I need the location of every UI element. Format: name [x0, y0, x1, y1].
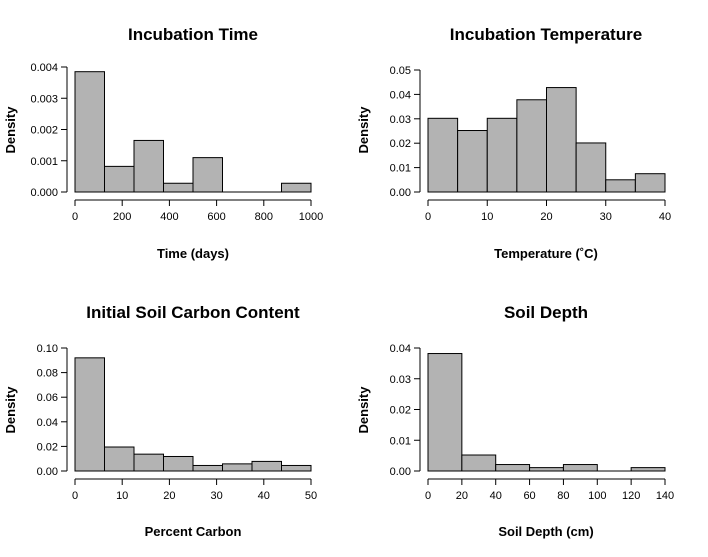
- x-tick-label: 20: [163, 490, 175, 502]
- y-tick-label: 0.00: [390, 187, 411, 199]
- panel-title: Soil Depth: [504, 303, 588, 322]
- histogram-bar: [251, 460, 282, 472]
- x-tick-label: 0: [72, 490, 78, 502]
- x-tick-label: 30: [210, 490, 222, 502]
- x-tick-label: 10: [116, 490, 128, 502]
- y-axis-label: Density: [356, 386, 371, 434]
- x-axis-label: Soil Depth (cm): [498, 524, 593, 539]
- histogram-bar: [461, 454, 497, 472]
- x-axis-label: Temperature (˚C): [494, 246, 598, 261]
- y-tick-label: 0.00: [37, 466, 58, 478]
- y-tick-label: 0.03: [390, 374, 411, 386]
- histogram-bar: [133, 139, 164, 193]
- y-tick-label: 0.000: [30, 187, 58, 199]
- y-tick-label: 0.04: [37, 417, 58, 429]
- histogram-bar: [630, 467, 666, 472]
- histogram-bar: [427, 353, 463, 472]
- y-tick-label: 0.06: [37, 392, 58, 404]
- histogram-bar: [516, 99, 547, 193]
- histogram-bar: [104, 165, 135, 193]
- x-axis-label: Percent Carbon: [145, 524, 242, 539]
- histogram-bar: [163, 455, 194, 472]
- y-axis-label: Density: [3, 106, 18, 154]
- histogram-bar: [427, 117, 459, 193]
- x-tick-label: 600: [207, 211, 225, 223]
- histogram-bar: [457, 130, 488, 193]
- panel-title: Incubation Time: [128, 25, 258, 44]
- x-tick-label: 40: [659, 211, 671, 223]
- y-tick-label: 0.01: [390, 163, 411, 175]
- x-tick-label: 100: [588, 490, 606, 502]
- histogram-bar: [163, 182, 194, 193]
- x-tick-label: 0: [425, 211, 431, 223]
- y-tick-label: 0.08: [37, 368, 58, 380]
- x-tick-label: 40: [258, 490, 270, 502]
- y-tick-label: 0.05: [390, 65, 411, 77]
- panel-title: Incubation Temperature: [450, 25, 642, 44]
- y-axis-label: Density: [3, 386, 18, 434]
- y-tick-label: 0.002: [30, 125, 58, 137]
- x-tick-label: 1000: [299, 211, 323, 223]
- histogram-bar: [575, 142, 607, 193]
- histogram-bar: [562, 464, 598, 472]
- y-axis-label: Density: [356, 106, 371, 154]
- x-tick-label: 60: [523, 490, 535, 502]
- x-tick-label: 140: [656, 490, 674, 502]
- histogram-bar: [486, 117, 518, 193]
- x-tick-label: 0: [72, 211, 78, 223]
- y-tick-label: 0.01: [390, 435, 411, 447]
- y-tick-label: 0.04: [390, 343, 411, 355]
- panel-incubation-time: Incubation Time Time (days) Density 0 200…: [3, 25, 323, 261]
- x-tick-label: 20: [540, 211, 552, 223]
- panel-initial-soil-carbon: Initial Soil Carbon Content Percent Carb…: [3, 303, 317, 539]
- histogram-bar: [281, 182, 312, 193]
- x-tick-label: 50: [305, 490, 317, 502]
- x-tick-label: 120: [622, 490, 640, 502]
- x-tick-label: 40: [490, 490, 502, 502]
- y-tick-label: 0.00: [390, 466, 411, 478]
- x-axis-label: Time (days): [157, 246, 229, 261]
- histogram-bar: [74, 357, 105, 472]
- panel-soil-depth: Soil Depth Soil Depth (cm) Density 0 20 40…: [356, 303, 674, 539]
- y-tick-label: 0.02: [37, 441, 58, 453]
- x-tick-label: 10: [481, 211, 493, 223]
- histogram-bar: [281, 464, 312, 472]
- x-tick-label: 30: [600, 211, 612, 223]
- y-tick-label: 0.02: [390, 138, 411, 150]
- y-tick-label: 0.04: [390, 89, 411, 101]
- histogram-bar: [192, 464, 223, 472]
- histogram-bar: [495, 464, 531, 472]
- histogram-bar: [104, 446, 135, 472]
- x-tick-label: 800: [255, 211, 273, 223]
- y-tick-label: 0.004: [30, 62, 58, 74]
- histogram-bar: [546, 87, 577, 193]
- y-tick-label: 0.003: [30, 93, 58, 105]
- x-tick-label: 0: [425, 490, 431, 502]
- histogram-bar: [74, 71, 105, 193]
- panel-title: Initial Soil Carbon Content: [86, 303, 300, 322]
- histogram-bar: [222, 463, 253, 472]
- histogram-bar: [192, 157, 223, 193]
- x-tick-label: 80: [557, 490, 569, 502]
- y-tick-label: 0.03: [390, 114, 411, 126]
- y-tick-label: 0.02: [390, 405, 411, 417]
- histogram-bar: [529, 467, 564, 472]
- x-tick-label: 200: [113, 211, 131, 223]
- panel-incubation-temperature: Incubation Temperature Temperature (˚C) …: [356, 25, 671, 261]
- histogram-bar: [133, 453, 164, 472]
- histogram-bar: [605, 179, 636, 193]
- y-tick-label: 0.001: [30, 156, 58, 168]
- x-tick-label: 400: [160, 211, 178, 223]
- y-tick-label: 0.10: [37, 343, 58, 355]
- histogram-bar: [634, 173, 666, 193]
- x-tick-label: 20: [456, 490, 468, 502]
